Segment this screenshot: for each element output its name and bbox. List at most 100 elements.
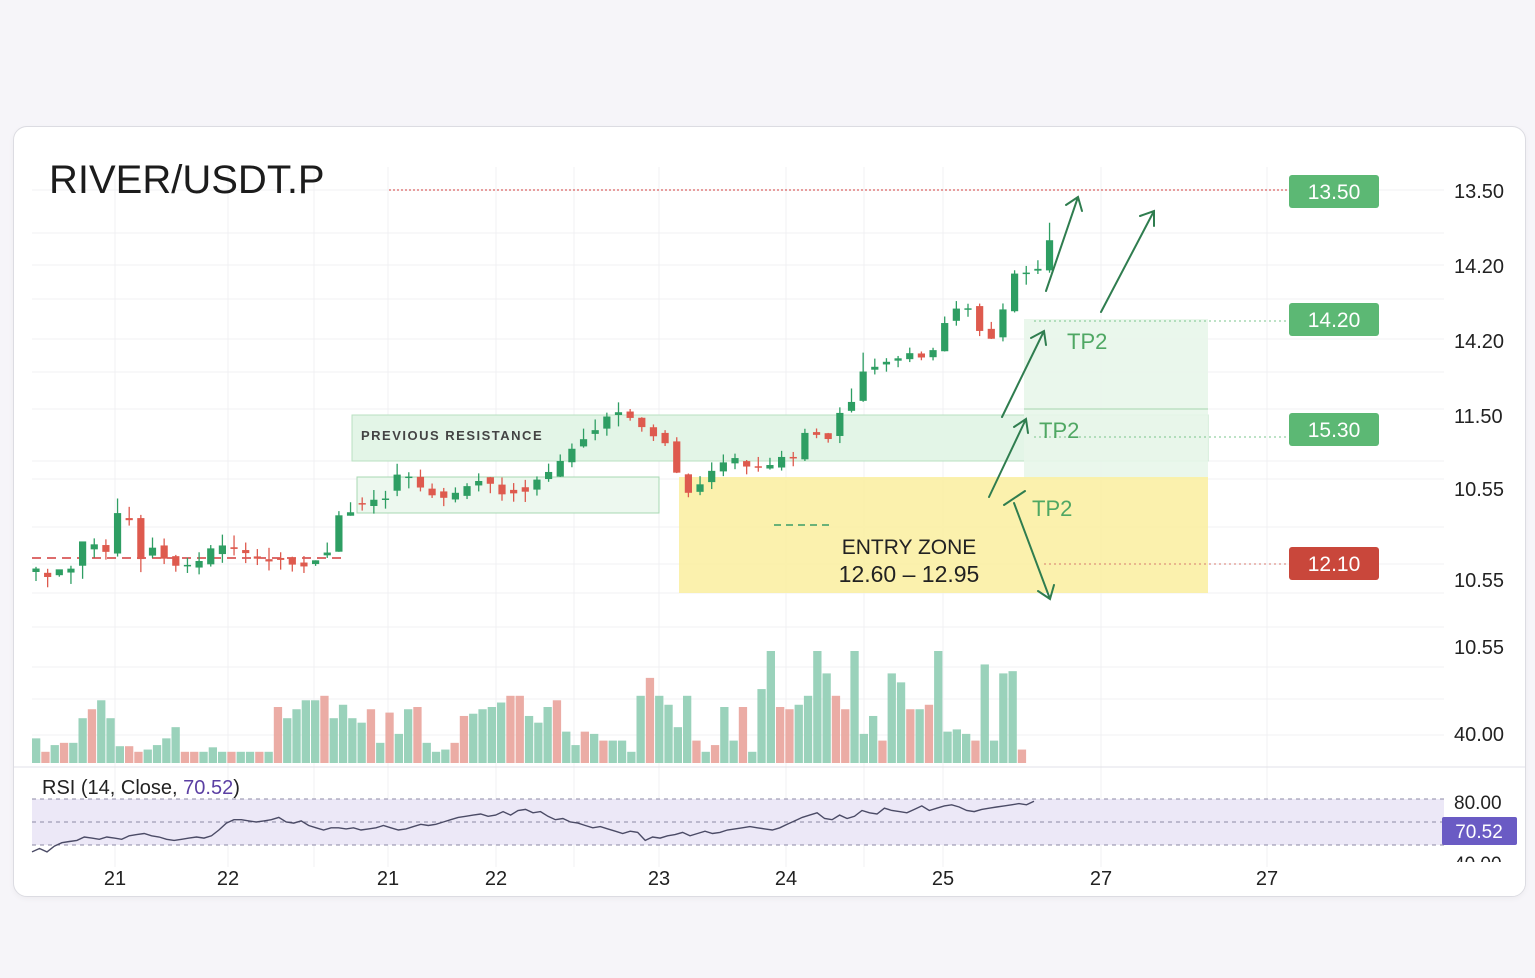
candle: [312, 560, 320, 566]
previous-resistance-label: PREVIOUS RESISTANCE: [361, 428, 543, 443]
volume-bar: [404, 709, 413, 763]
volume-bar: [952, 729, 961, 763]
x-label-2: 21: [377, 868, 399, 890]
volume-bar: [125, 746, 134, 763]
volume-bar: [590, 733, 599, 763]
tp-label-3: TP2: [1032, 496, 1072, 521]
volume-bar: [59, 742, 69, 763]
candle-body: [521, 487, 529, 492]
volume-bar: [841, 709, 850, 763]
candle: [125, 506, 133, 526]
candle: [486, 476, 494, 494]
candle: [638, 417, 646, 432]
candle-body: [778, 456, 786, 468]
candle: [976, 303, 984, 337]
candle-body: [638, 417, 646, 428]
arrow-up-1: [1045, 195, 1083, 292]
candle: [859, 352, 867, 402]
entry-zone: [679, 477, 1208, 593]
candle-body: [253, 556, 261, 559]
volume-bar: [413, 707, 422, 763]
candle: [603, 412, 611, 436]
x-label-8: 27: [1256, 868, 1278, 890]
x-label-6: 25: [932, 868, 954, 890]
chart-card: PREVIOUS RESISTANCE ENTRY ZONE 12.60 – 1…: [13, 126, 1526, 897]
candle: [160, 538, 168, 565]
candle: [416, 469, 425, 492]
volume-bar: [989, 740, 999, 763]
volume-bar: [738, 707, 748, 763]
volume-bar: [766, 651, 775, 763]
candle: [894, 355, 902, 368]
volume-bar: [562, 731, 571, 763]
candle: [55, 569, 63, 577]
volume-bar: [301, 700, 310, 763]
candle-body: [556, 460, 564, 477]
volume-bar: [329, 718, 338, 763]
volume-bar: [245, 751, 255, 763]
price-tag-1-text: 13.50: [1308, 181, 1361, 204]
candle: [882, 358, 891, 372]
candle: [801, 428, 809, 461]
candle: [649, 424, 658, 441]
candle-body: [545, 471, 553, 480]
volume-bar: [934, 651, 943, 763]
candle-body: [1022, 272, 1030, 275]
candle-body: [207, 548, 215, 565]
candle: [428, 483, 436, 498]
candle-body: [370, 499, 378, 507]
price-tag-3-text: 15.30: [1308, 419, 1361, 442]
candle: [871, 358, 879, 375]
y-label-1: 14.20: [1454, 256, 1504, 278]
volume-bar: [283, 718, 292, 763]
candle: [766, 457, 774, 470]
candle-body: [358, 503, 366, 505]
volume-bar: [1017, 749, 1027, 763]
candle-body: [952, 308, 960, 321]
rsi-title: RSI (14, Close, 70.52): [42, 777, 240, 799]
candle: [906, 347, 914, 363]
volume-bar: [487, 707, 496, 763]
candle-body: [463, 486, 471, 496]
volume-bar: [87, 709, 97, 763]
volume-bar: [757, 689, 766, 763]
candle: [696, 476, 704, 496]
volume-bar: [218, 751, 227, 763]
candle-body: [731, 458, 739, 464]
arrow-up-3: [1001, 329, 1047, 418]
volume-bar: [180, 751, 190, 763]
volume-bar: [859, 733, 868, 763]
candle: [172, 554, 180, 572]
x-label-5: 24: [775, 868, 797, 890]
candle: [265, 547, 273, 571]
volume-bar: [162, 738, 171, 763]
candle: [218, 534, 226, 563]
arrow-tick: [1003, 490, 1026, 506]
y-label-3: 11.50: [1454, 406, 1503, 428]
volume-bar: [692, 740, 701, 763]
candle-body: [684, 474, 692, 493]
x-label-1: 22: [217, 868, 239, 890]
volume-bar: [208, 747, 217, 763]
candle: [405, 472, 413, 489]
volume-bar: [617, 740, 627, 763]
volume-bar: [729, 740, 738, 763]
candle: [708, 462, 716, 490]
candle-body: [812, 432, 821, 435]
y-label-2: 14.20: [1454, 331, 1504, 353]
candle: [1045, 222, 1054, 273]
volume-bar: [850, 651, 859, 763]
candle: [148, 537, 157, 558]
candle-body: [312, 560, 320, 565]
candle: [300, 556, 308, 573]
candle-body: [987, 328, 995, 339]
volume-bar: [236, 751, 245, 763]
candle-body: [754, 466, 762, 468]
candle-body: [428, 488, 436, 496]
candle: [451, 487, 459, 503]
candle: [1022, 265, 1030, 285]
volume-bar: [627, 751, 636, 763]
candle: [533, 476, 541, 496]
volume-bar: [441, 749, 450, 763]
candle-body: [917, 353, 925, 358]
